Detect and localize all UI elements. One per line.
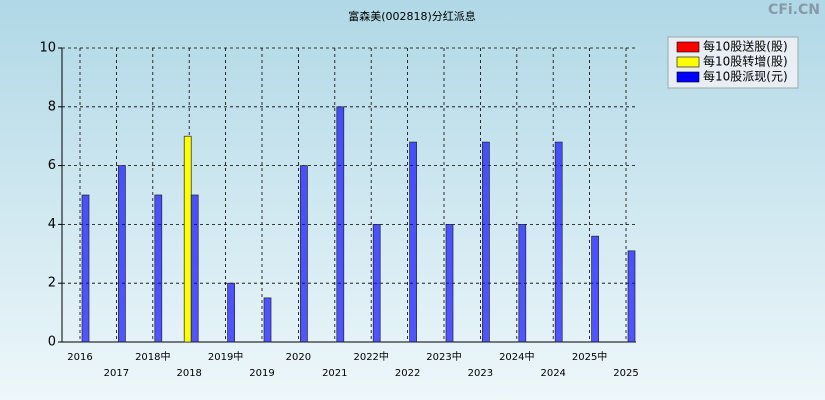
x-tick-label: 2025中 <box>572 350 607 363</box>
x-tick-label: 2021 <box>322 368 347 379</box>
legend-label: 每10股转增(股) <box>703 54 788 69</box>
legend-swatch <box>676 71 700 83</box>
bar <box>409 141 417 343</box>
x-tick-label: 2017 <box>104 368 129 379</box>
x-tick-label: 2019 <box>249 368 274 379</box>
bar <box>263 297 272 343</box>
bar <box>445 224 454 343</box>
bar <box>554 141 563 343</box>
bar <box>227 282 235 343</box>
bar <box>183 135 192 343</box>
legend-label: 每10股送股(股) <box>703 39 788 54</box>
x-tick-label: 2025 <box>613 368 638 379</box>
x-tick-label: 2018 <box>176 368 201 379</box>
bar <box>591 235 599 343</box>
x-tick-label: 2022中 <box>353 350 388 363</box>
x-tick-label: 2019中 <box>208 350 243 363</box>
bar <box>518 224 527 343</box>
y-tick-label: 10 <box>39 41 56 56</box>
y-tick-label: 0 <box>48 335 56 350</box>
bar <box>81 194 90 343</box>
bar <box>190 194 199 343</box>
y-tick-label: 8 <box>48 99 56 114</box>
x-tick-label: 2016 <box>67 352 92 363</box>
legend-swatch <box>676 56 700 68</box>
bar <box>300 165 308 343</box>
bar <box>118 165 126 343</box>
x-tick-label: 2020 <box>286 352 311 363</box>
watermark: CFi.CN <box>768 2 820 18</box>
x-tick-label: 2024中 <box>499 350 534 363</box>
y-tick-label: 4 <box>48 217 56 232</box>
bar <box>372 224 381 343</box>
y-tick-label: 6 <box>48 158 56 173</box>
x-tick-label: 2023中 <box>426 350 461 363</box>
bar <box>482 141 490 343</box>
x-tick-label: 2023 <box>468 368 493 379</box>
x-tick-label: 2022 <box>395 368 420 379</box>
x-tick-label: 2018中 <box>135 350 170 363</box>
bar <box>336 106 345 343</box>
x-tick-label: 2024 <box>540 368 565 379</box>
y-tick-label: 2 <box>48 276 56 291</box>
chart-title: 富森美(002818)分红派息 <box>348 9 476 23</box>
bar <box>627 250 636 343</box>
bar <box>154 194 163 343</box>
legend-label: 每10股派现(元) <box>703 69 788 84</box>
legend-swatch <box>676 41 700 53</box>
